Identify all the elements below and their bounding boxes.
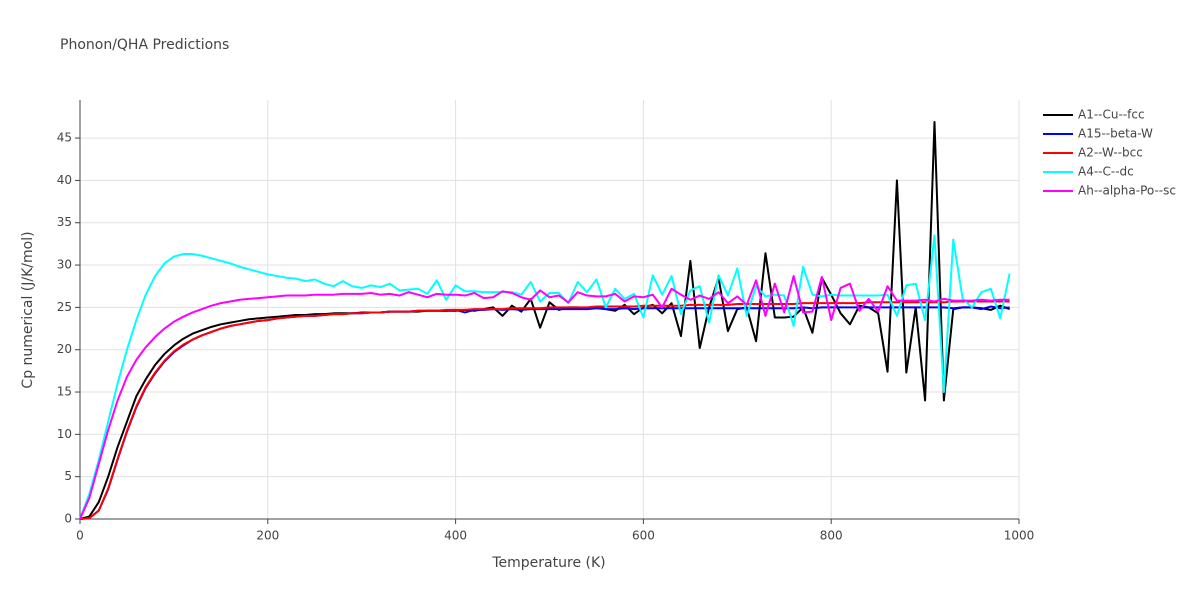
y-tick-label: 45 <box>57 131 72 145</box>
y-tick-label: 20 <box>57 342 72 356</box>
legend-label[interactable]: Ah--alpha-Po--sc <box>1078 184 1176 198</box>
y-tick-label: 40 <box>57 173 72 187</box>
chart-title: Phonon/QHA Predictions <box>60 37 229 53</box>
y-axis-label: Cp numerical (J/K/mol) <box>20 231 36 388</box>
y-tick-label: 10 <box>57 427 72 441</box>
x-tick-label: 600 <box>632 529 655 543</box>
x-tick-label: 400 <box>444 529 467 543</box>
plot-lines <box>79 121 1011 520</box>
series-line <box>79 275 1010 520</box>
y-tick-label: 25 <box>57 300 72 314</box>
legend-label[interactable]: A2--W--bcc <box>1078 146 1143 160</box>
x-axis-label: Temperature (K) <box>491 555 605 571</box>
series-line <box>79 300 1010 520</box>
y-tick-label: 5 <box>64 469 72 483</box>
legend-label[interactable]: A4--C--dc <box>1078 165 1134 179</box>
y-tick-label: 35 <box>57 215 72 229</box>
x-tick-label: 200 <box>256 529 279 543</box>
legend: A1--Cu--fcc A15--beta-W A2--W--bcc A4--C--d… <box>1043 108 1176 198</box>
legend-label[interactable]: A15--beta-W <box>1078 127 1153 141</box>
x-tick-label: 0 <box>76 529 84 543</box>
y-tick-label: 15 <box>57 385 72 399</box>
x-tick-label: 1000 <box>1004 529 1035 543</box>
y-tick-label: 0 <box>64 512 72 526</box>
x-tick-label: 800 <box>820 529 843 543</box>
series-line <box>79 121 1010 520</box>
legend-label[interactable]: A1--Cu--fcc <box>1078 108 1145 122</box>
y-tick-label: 30 <box>57 258 72 272</box>
